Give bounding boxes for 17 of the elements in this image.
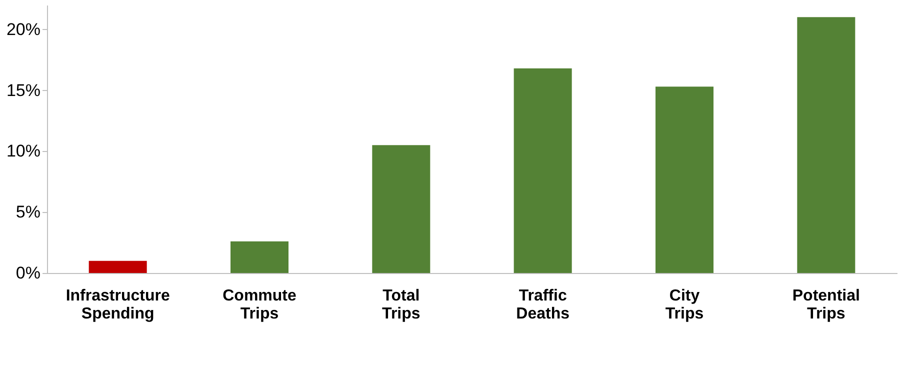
x-tick-label: City Trips: [665, 288, 704, 322]
bar: [514, 68, 572, 273]
bar: [797, 17, 856, 273]
x-tick-label: Commute Trips: [222, 288, 296, 322]
bar: [88, 260, 147, 273]
y-tick-label: 10%: [6, 142, 40, 161]
x-tick-label: Infrastructure Spending: [66, 288, 170, 322]
y-tick-label: 20%: [6, 20, 40, 39]
x-tick-label: Potential Trips: [792, 288, 860, 322]
bar: [656, 86, 714, 273]
bar: [230, 241, 288, 273]
y-tick-label: 15%: [6, 80, 40, 100]
bar: [372, 145, 430, 273]
x-tick-label: Total Trips: [382, 288, 420, 322]
y-tick-label: 0%: [16, 264, 40, 282]
y-tick-label: 5%: [16, 202, 40, 222]
x-tick-label: Traffic Deaths: [516, 288, 570, 322]
